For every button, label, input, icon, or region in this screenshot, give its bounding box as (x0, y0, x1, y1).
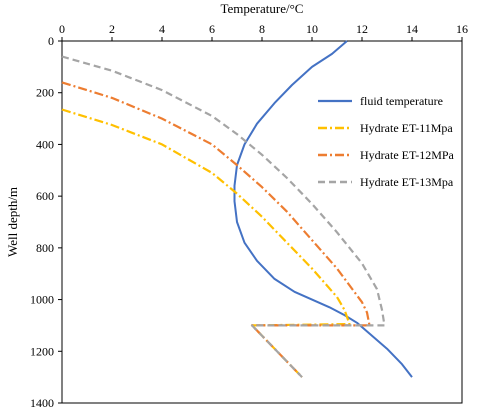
x-tick-label: 16 (456, 22, 468, 36)
series-line-4 (61, 55, 386, 378)
x-tick-label: 12 (356, 22, 368, 36)
x-tick-label: 8 (259, 22, 265, 36)
y-tick-label: 400 (36, 137, 54, 151)
y-axis-title: Well depth/m (5, 187, 20, 257)
x-tick-label: 4 (159, 22, 165, 36)
legend: fluid temperature Hydrate ET-11Mpa Hydrate… (318, 94, 455, 189)
legend-label-4: Hydrate ET-13Mpa (360, 175, 454, 189)
y-axis-ticks: 0 200 400 600 800 1000 1200 1400 (30, 34, 62, 408)
y-tick-label: 0 (48, 34, 54, 48)
x-tick-label: 0 (59, 22, 65, 36)
y-tick-label: 1000 (30, 293, 54, 307)
series-line-1 (233, 40, 413, 378)
y-tick-label: 200 (36, 86, 54, 100)
legend-label-1: fluid temperature (360, 94, 443, 108)
x-tick-label: 10 (306, 22, 318, 36)
x-tick-label: 14 (406, 22, 418, 36)
x-axis-title: Temperature/°C (221, 1, 304, 16)
series-layer (61, 40, 413, 378)
y-tick-label: 600 (36, 189, 54, 203)
x-axis-ticks: 0 2 4 6 8 10 12 14 16 (59, 22, 468, 41)
legend-label-2: Hydrate ET-11Mpa (360, 121, 453, 135)
y-tick-label: 1200 (30, 344, 54, 358)
x-tick-label: 6 (209, 22, 215, 36)
legend-label-3: Hydrate ET-12MPa (360, 148, 455, 162)
x-tick-label: 2 (109, 22, 115, 36)
series-line-2 (61, 108, 351, 378)
y-tick-label: 800 (36, 241, 54, 255)
y-tick-label: 1400 (30, 396, 54, 408)
series-line-3 (61, 81, 371, 378)
